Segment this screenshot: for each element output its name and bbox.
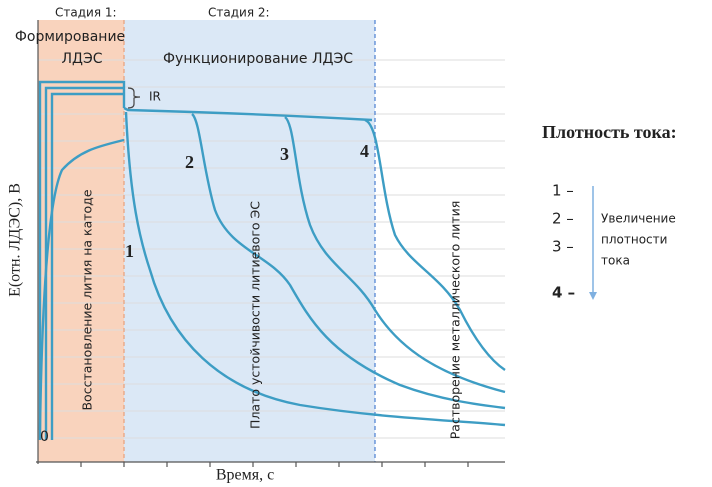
stage1: Стадия 1: xyxy=(55,6,117,20)
grid xyxy=(38,59,505,439)
curve-label: 3 xyxy=(280,144,289,164)
formation: ЛДЭС xyxy=(61,51,102,67)
region-text: Плато устойчивости литиевого ЭС xyxy=(248,201,263,429)
ir-label: IR xyxy=(149,90,161,104)
axes xyxy=(36,20,505,467)
legend-item: 2 – xyxy=(552,210,574,228)
legend-note: плотности xyxy=(601,233,667,247)
legend-item: 4 – xyxy=(552,284,575,302)
region-text: Растворение металлического лития xyxy=(448,201,463,440)
x-axis-label: Время, с xyxy=(216,467,274,484)
region-text: Восстановление лития на катоде xyxy=(80,189,95,410)
legend-note: Увеличение xyxy=(601,212,676,226)
y-axis-label: E(отн. ЛДЭС), В xyxy=(7,183,24,297)
curve-label: 1 xyxy=(125,241,134,261)
curve-label: 2 xyxy=(185,152,194,172)
curve-label: 4 xyxy=(360,141,369,161)
legend-arrow-head xyxy=(589,292,597,300)
formation: Формирование xyxy=(15,29,125,45)
legend-note: тока xyxy=(601,254,630,268)
legend-item: 1 – xyxy=(552,182,574,200)
legend-item: 3 – xyxy=(552,238,574,256)
ir-brace xyxy=(127,87,141,109)
curves xyxy=(38,80,506,440)
operation: Функционирование ЛДЭС xyxy=(163,51,353,67)
stage2: Стадия 2: xyxy=(208,6,270,20)
legend-title: Плотность тока: xyxy=(542,122,677,142)
origin: 0 xyxy=(40,429,49,445)
